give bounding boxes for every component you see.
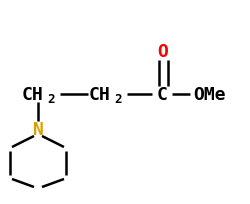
Text: OMe: OMe — [193, 86, 226, 103]
Text: O: O — [157, 43, 168, 61]
Text: N: N — [32, 120, 43, 138]
Text: CH: CH — [21, 86, 43, 103]
Text: 2: 2 — [47, 93, 54, 106]
Text: C: C — [156, 86, 167, 103]
Text: 2: 2 — [114, 93, 121, 106]
Text: CH: CH — [88, 86, 110, 103]
